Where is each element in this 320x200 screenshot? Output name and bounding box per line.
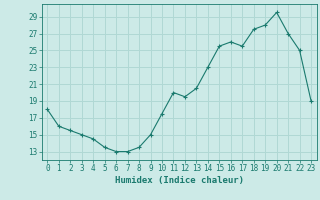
X-axis label: Humidex (Indice chaleur): Humidex (Indice chaleur) [115, 176, 244, 185]
